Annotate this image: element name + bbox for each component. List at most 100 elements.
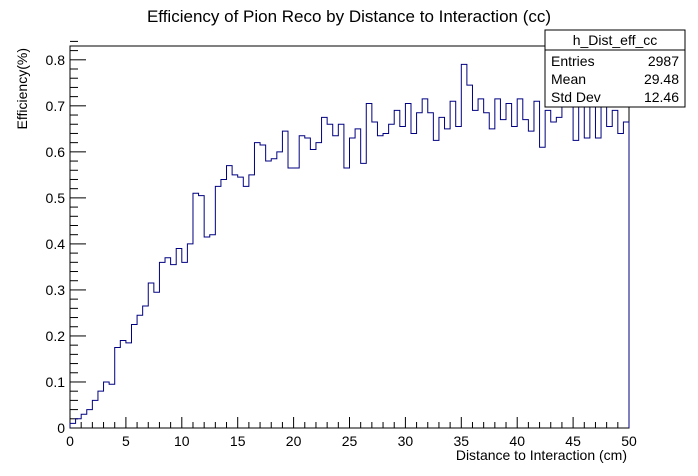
y-tick-label: 0.1 xyxy=(46,374,66,390)
histogram-bin xyxy=(411,133,417,428)
histogram-bin xyxy=(545,110,551,428)
histogram-bin xyxy=(528,131,534,428)
histogram-bin xyxy=(199,196,205,428)
histogram-bin xyxy=(282,131,288,428)
histogram-bin xyxy=(193,193,199,428)
histogram-bin xyxy=(143,306,149,428)
stats-mean-label: Mean xyxy=(551,71,586,87)
histogram-bin xyxy=(551,122,557,428)
histogram-bin xyxy=(439,117,445,428)
histogram-bin xyxy=(215,186,221,428)
histogram-bin xyxy=(523,120,529,428)
histogram-bin xyxy=(288,168,294,428)
histogram-bin xyxy=(422,99,428,428)
histogram-bin xyxy=(204,237,210,428)
histogram-bin xyxy=(450,101,456,428)
histogram-bin xyxy=(120,341,126,428)
histogram-bin xyxy=(131,324,137,428)
histogram-bin xyxy=(573,140,579,428)
stats-box-frame xyxy=(544,29,686,108)
stats-entries-label: Entries xyxy=(551,53,595,69)
stats-entries-value: 2987 xyxy=(648,53,679,69)
stats-stddev-value: 12.46 xyxy=(644,89,679,105)
histogram-bin xyxy=(70,423,76,428)
stats-stddev-label: Std Dev xyxy=(551,89,601,105)
histogram-bin xyxy=(540,147,546,428)
histogram-bin xyxy=(355,129,361,428)
histogram-bin xyxy=(165,258,171,428)
y-tick-label: 0.3 xyxy=(46,282,66,298)
histogram-bin xyxy=(227,166,233,428)
histogram-bin xyxy=(115,347,121,428)
histogram-bin xyxy=(590,99,596,428)
y-tick-label: 0.5 xyxy=(46,190,66,206)
histogram-bin xyxy=(472,110,478,428)
x-tick-label: 50 xyxy=(621,433,637,449)
histogram-bin xyxy=(87,410,93,428)
histogram-bin xyxy=(506,104,512,428)
histogram-bin xyxy=(344,168,350,428)
histogram-bin xyxy=(489,129,495,428)
histogram-bin xyxy=(171,265,177,428)
histogram-bin xyxy=(601,99,607,428)
y-axis-tick-labels: 0 0.1 0.2 0.3 0.4 0.5 0.6 0.7 0.8 xyxy=(46,52,66,436)
y-tick-label: 0.8 xyxy=(46,52,66,68)
histogram-bin xyxy=(92,400,98,428)
x-tick-label: 45 xyxy=(565,433,581,449)
histogram-bin xyxy=(338,124,344,428)
histogram-bin xyxy=(137,315,143,428)
histogram-bin xyxy=(322,117,328,428)
histogram-bin xyxy=(249,175,255,428)
histogram-bin xyxy=(305,138,311,428)
histogram-bin xyxy=(260,145,266,428)
histogram-bin xyxy=(277,152,283,428)
histogram-bin xyxy=(478,99,484,428)
histogram-bin xyxy=(232,175,238,428)
histogram-bin xyxy=(176,249,182,428)
histogram-bin xyxy=(333,136,339,428)
histogram-bin xyxy=(81,414,87,428)
histogram-bin xyxy=(310,150,316,428)
histogram-bin xyxy=(182,262,188,428)
histogram-bin xyxy=(383,133,389,428)
histogram-line xyxy=(69,63,630,428)
histogram-bin xyxy=(361,163,367,428)
histogram-bin xyxy=(428,113,434,428)
y-tick-label: 0.4 xyxy=(46,236,66,252)
histogram-bin xyxy=(327,124,333,428)
histogram-bin xyxy=(394,110,400,428)
x-axis-tick-labels: 0 5 10 15 20 25 30 35 40 45 50 xyxy=(66,433,637,449)
histogram-bin xyxy=(254,143,260,428)
histogram-bin xyxy=(568,97,574,428)
histogram-bin xyxy=(109,384,115,428)
histogram-bin xyxy=(433,140,439,428)
x-tick-label: 15 xyxy=(230,433,246,449)
histogram-bin xyxy=(238,177,244,428)
x-tick-label: 30 xyxy=(398,433,414,449)
stats-mean-value: 29.48 xyxy=(644,71,679,87)
histogram-bin xyxy=(612,110,618,428)
stats-box-name: h_Dist_eff_cc xyxy=(573,32,658,48)
histogram-bin xyxy=(467,85,473,428)
histogram-bin xyxy=(456,127,462,428)
histogram-bin xyxy=(607,127,613,428)
x-tick-label: 20 xyxy=(286,433,302,449)
histogram-bin xyxy=(372,122,378,428)
histogram-bin xyxy=(534,101,540,428)
histogram-bin xyxy=(377,136,383,428)
histogram-bin xyxy=(595,138,601,428)
histogram-bin xyxy=(187,244,193,428)
histogram-bin xyxy=(495,99,501,428)
histogram-bin xyxy=(148,283,154,428)
x-axis-ticks xyxy=(69,417,630,428)
histogram-bin xyxy=(159,262,165,428)
histogram-bin xyxy=(350,138,356,428)
histogram-bin xyxy=(221,179,227,428)
histogram-bin xyxy=(389,124,395,428)
x-tick-label: 40 xyxy=(509,433,525,449)
chart-title: Efficiency of Pion Reco by Distance to I… xyxy=(147,7,551,26)
histogram-bin xyxy=(266,161,272,428)
histogram-bin xyxy=(294,168,300,428)
x-axis-label: Distance to Interaction (cm) xyxy=(456,447,627,463)
histogram-bin xyxy=(579,104,585,428)
